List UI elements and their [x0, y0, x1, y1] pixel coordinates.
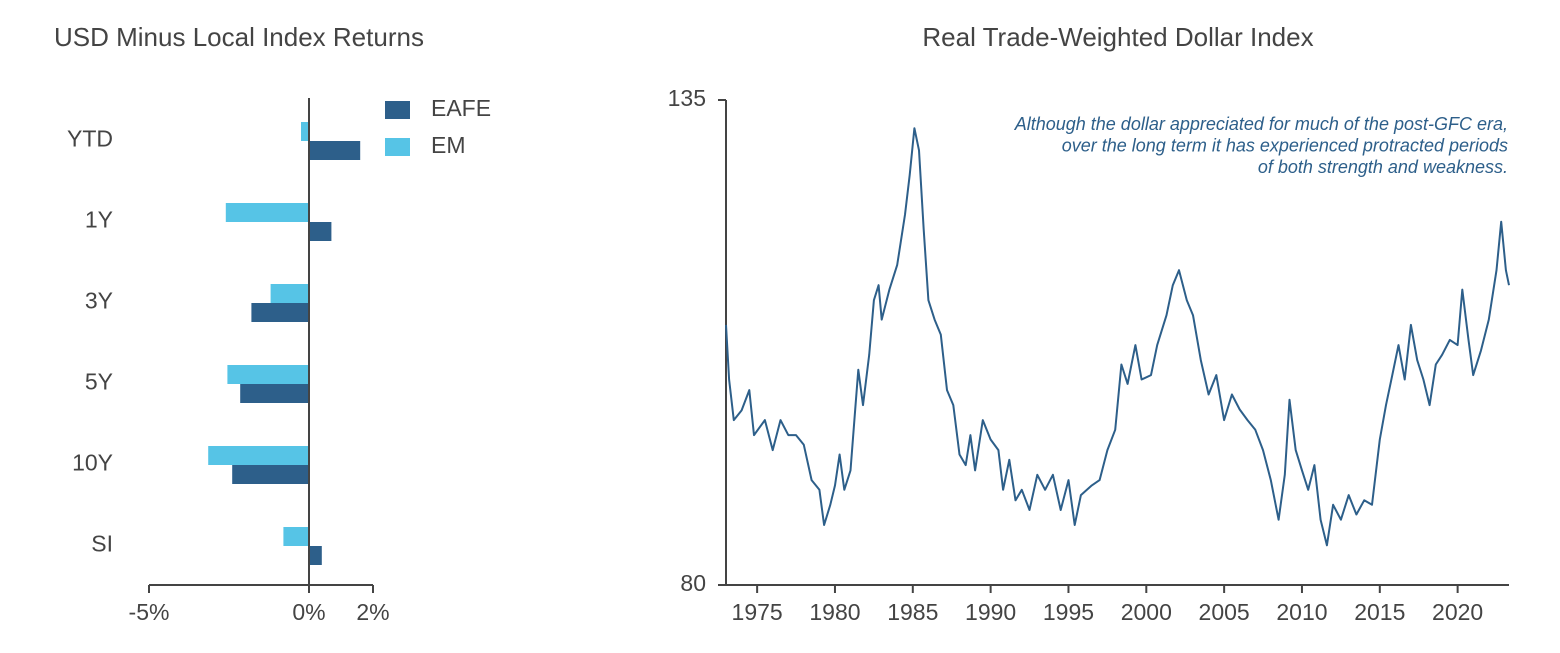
- y-tick-label: 5Y: [85, 369, 113, 395]
- bar: [301, 122, 309, 141]
- x-tick-label: 2005: [1199, 599, 1250, 625]
- x-tick-label: 1975: [732, 599, 783, 625]
- annotation: Although the dollar appreciated for much…: [1014, 114, 1508, 134]
- y-tick-label: 1Y: [85, 207, 113, 233]
- y-tick-label: SI: [91, 531, 113, 557]
- chart-title: USD Minus Local Index Returns: [54, 22, 424, 52]
- bar: [309, 222, 332, 241]
- bar: [283, 527, 309, 546]
- legend-swatch: [385, 138, 410, 156]
- x-tick-label: 1980: [809, 599, 860, 625]
- line: [725, 127, 1510, 547]
- bar: [309, 141, 361, 160]
- legend-label: EM: [431, 132, 466, 158]
- x-tick-label: 2015: [1354, 599, 1405, 625]
- x-tick-label: 2020: [1432, 599, 1483, 625]
- legend-swatch: [385, 101, 410, 119]
- x-tick-label: 1990: [965, 599, 1016, 625]
- y-tick-label: 10Y: [72, 450, 113, 476]
- x-tick-label: 2%: [356, 599, 389, 625]
- x-tick-label: 2010: [1276, 599, 1327, 625]
- annotation: of both strength and weakness.: [1258, 157, 1508, 177]
- bar: [232, 465, 309, 484]
- chart-title: Real Trade-Weighted Dollar Index: [922, 22, 1313, 52]
- x-tick-label: 2000: [1121, 599, 1172, 625]
- bar: [270, 284, 309, 303]
- bar: [227, 365, 309, 384]
- y-tick-label: 135: [668, 85, 706, 111]
- y-tick-label: YTD: [67, 126, 113, 152]
- y-tick-label: 3Y: [85, 288, 113, 314]
- bar: [240, 384, 309, 403]
- x-tick-label: 0%: [292, 599, 325, 625]
- annotation: over the long term it has experienced pr…: [1062, 135, 1508, 155]
- y-tick-label: 80: [680, 570, 706, 596]
- x-tick-label: 1985: [887, 599, 938, 625]
- bar: [208, 446, 309, 465]
- bar: [251, 303, 309, 322]
- bar: [225, 203, 309, 222]
- x-tick-label: -5%: [129, 599, 170, 625]
- legend-label: EAFE: [431, 95, 491, 121]
- x-tick-label: 1995: [1043, 599, 1094, 625]
- bar: [309, 546, 322, 565]
